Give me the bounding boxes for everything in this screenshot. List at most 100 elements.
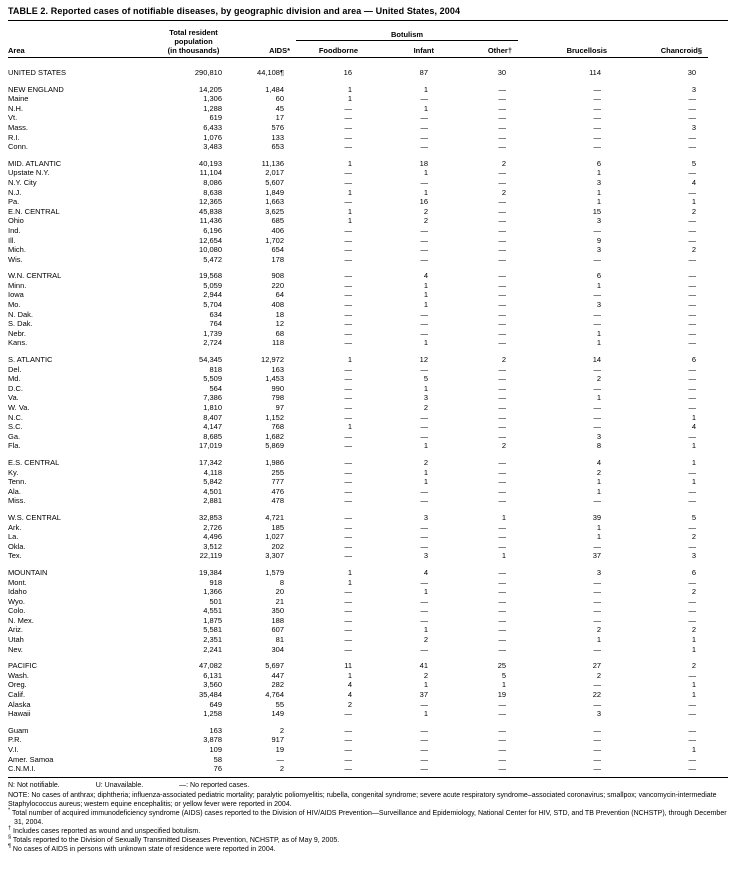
value-cell: — (420, 122, 429, 132)
group-spacer (8, 654, 708, 661)
value-cell: 1,663 (265, 197, 284, 207)
value-cell: — (344, 496, 353, 506)
area-cell: N. Mex. (8, 615, 34, 625)
value-cell: — (593, 142, 602, 152)
value-cell: — (420, 254, 429, 264)
value-cell: — (420, 328, 429, 338)
value-cell: — (344, 441, 353, 451)
area-cell: Ga. (8, 431, 21, 441)
area-cell: N.Y. City (8, 177, 37, 187)
value-cell: 1 (423, 467, 428, 477)
footnote: § Totals reported to the Division of Sex… (8, 835, 728, 845)
table-row: P.R. 3,878 917 — — — — — (8, 735, 708, 745)
value-cell: — (344, 103, 353, 113)
area-cell: Wis. (8, 254, 23, 264)
value-cell: 1 (423, 103, 428, 113)
value-cell: 118 (272, 338, 284, 348)
group-spacer (8, 348, 708, 355)
area-cell: R.I. (8, 132, 20, 142)
value-cell: 350 (271, 606, 284, 616)
value-cell: 163 (271, 364, 284, 374)
value-cell: 47,082 (199, 661, 222, 671)
value-cell: 60 (275, 94, 284, 104)
col-group-botulism: Botulism (296, 28, 519, 42)
value-cell: — (688, 94, 697, 104)
area-cell: Wash. (8, 670, 29, 680)
value-cell: 1 (691, 457, 697, 467)
value-cell: — (498, 122, 507, 132)
area-cell: Upstate N.Y. (8, 168, 50, 178)
value-cell: 55 (275, 699, 284, 709)
value-cell: — (498, 383, 507, 393)
value-cell: — (498, 412, 507, 422)
area-cell: Ala. (8, 486, 21, 496)
footnote: NOTE: No cases of anthrax; diphtheria; i… (8, 791, 728, 809)
value-cell: — (344, 532, 353, 542)
table-row: R.I. 1,076 133 — — — — — (8, 133, 708, 143)
value-cell: — (688, 735, 697, 745)
value-cell: — (420, 754, 429, 764)
value-cell: — (344, 122, 353, 132)
value-cell: — (498, 745, 507, 754)
value-cell: — (498, 477, 507, 487)
value-cell: — (593, 680, 602, 690)
value-cell: — (344, 486, 353, 496)
value-cell: 1,484 (265, 84, 284, 94)
table-row: D.C. 564 990 — 1 — — — (8, 384, 708, 394)
area-cell: S. ATLANTIC (8, 355, 53, 365)
value-cell: 1 (596, 486, 602, 496)
value-cell: — (688, 364, 697, 374)
value-cell: 3,307 (265, 551, 284, 561)
value-cell: 39 (592, 512, 602, 522)
value-cell: 19,568 (199, 271, 222, 281)
value-cell: 22 (592, 690, 602, 700)
group-spacer (8, 152, 708, 159)
value-cell: — (498, 467, 507, 477)
table-row: Wyo. 501 21 — — — — — (8, 597, 708, 607)
value-cell: — (498, 142, 507, 152)
area-cell: Mont. (8, 577, 27, 587)
group-spacer (8, 264, 708, 271)
table-row: Pa. 12,365 1,663 — 16 — 1 1 (8, 197, 708, 207)
value-cell: 58 (213, 754, 222, 764)
population-header-line3: (in thousands) (167, 46, 220, 55)
area-cell: Minn. (8, 280, 27, 290)
area-cell: Alaska (8, 699, 31, 709)
value-cell: — (688, 725, 697, 735)
value-cell: 3 (596, 431, 602, 441)
table-row: Wash. 6,131 447 1 2 5 2 — (8, 671, 708, 681)
value-cell: — (420, 615, 429, 625)
col-header-chancroid: Chancroid§ (613, 28, 709, 58)
value-cell: — (498, 422, 507, 432)
value-cell: — (344, 225, 353, 235)
value-cell: 6,131 (203, 670, 222, 680)
value-cell: 16 (343, 68, 352, 77)
value-cell: 4 (691, 177, 697, 187)
value-cell: — (688, 280, 697, 290)
legend-unavailable: U: Unavailable. (95, 781, 144, 789)
value-cell: 1 (691, 197, 697, 207)
value-cell: 1,702 (265, 235, 284, 245)
value-cell: 634 (209, 309, 222, 319)
value-cell: 2 (691, 661, 697, 671)
value-cell: — (344, 168, 353, 178)
table-row: Maine 1,306 60 1 — — — — (8, 94, 708, 104)
value-cell: 4 (423, 567, 428, 577)
value-cell: — (344, 319, 353, 329)
value-cell: 11,136 (261, 158, 284, 168)
value-cell: 178 (271, 254, 284, 264)
value-cell: 1,027 (265, 532, 284, 542)
value-cell: — (344, 467, 353, 477)
value-cell: 3 (596, 567, 602, 577)
value-cell: 6,196 (203, 225, 222, 235)
area-cell: V.I. (8, 745, 19, 754)
value-cell: — (498, 177, 507, 187)
value-cell: — (593, 383, 602, 393)
value-cell: — (344, 735, 353, 745)
area-cell: Guam (8, 725, 29, 735)
table-row: V.I. 109 19 — — — — 1 (8, 745, 708, 755)
value-cell: 3 (691, 122, 697, 132)
value-cell: — (593, 587, 602, 597)
table-row: Minn. 5,059 220 — 1 — 1 — (8, 281, 708, 291)
value-cell: 14,205 (199, 84, 222, 94)
